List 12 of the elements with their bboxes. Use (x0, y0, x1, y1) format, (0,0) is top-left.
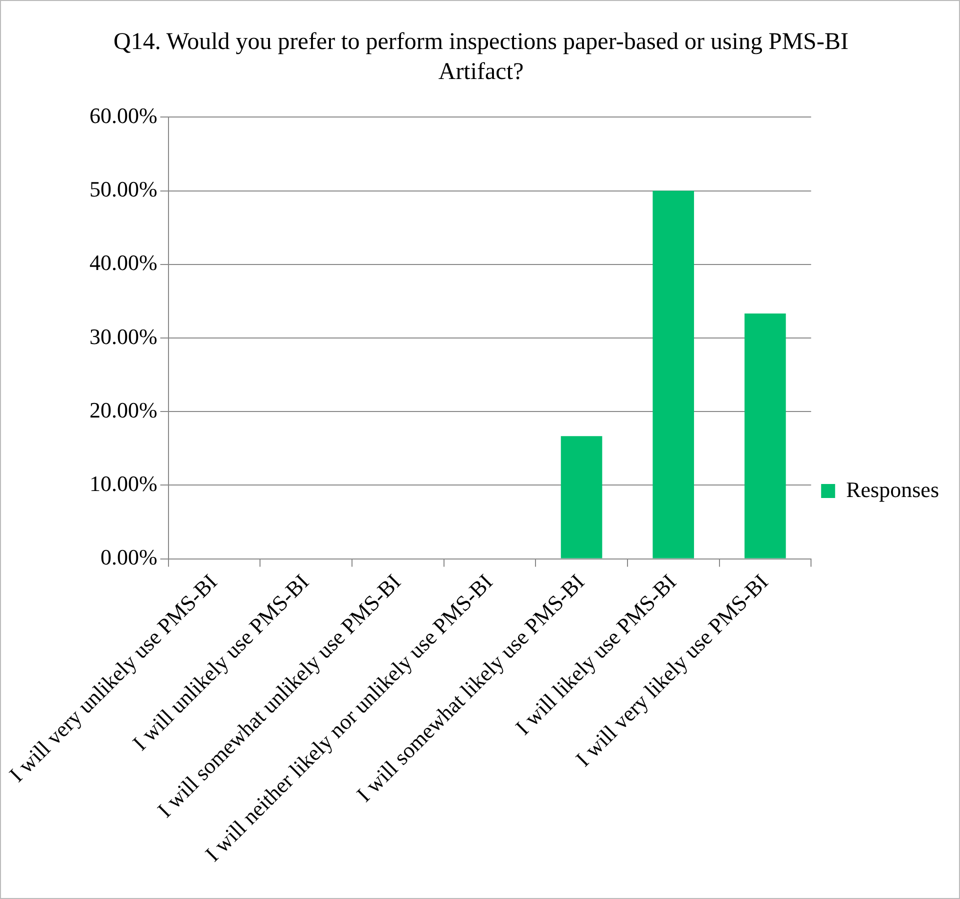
y-tick-label: 60.00% (89, 102, 158, 128)
y-tick-label: 20.00% (89, 397, 158, 422)
y-tick-label: 0.00% (100, 544, 158, 570)
y-tick-label: 40.00% (89, 250, 158, 276)
y-tick-label: 10.00% (89, 470, 158, 496)
legend-label: Responses (846, 476, 940, 502)
chart-title: Q14. Would you prefer to perform inspections paper-based or using PMS-BI Artifact? (112, 28, 850, 87)
y-tick-label: 50.00% (89, 176, 158, 202)
y-tick-label: 30.00% (89, 324, 158, 349)
bar (560, 436, 602, 558)
bar (744, 313, 786, 558)
bar (652, 190, 694, 558)
